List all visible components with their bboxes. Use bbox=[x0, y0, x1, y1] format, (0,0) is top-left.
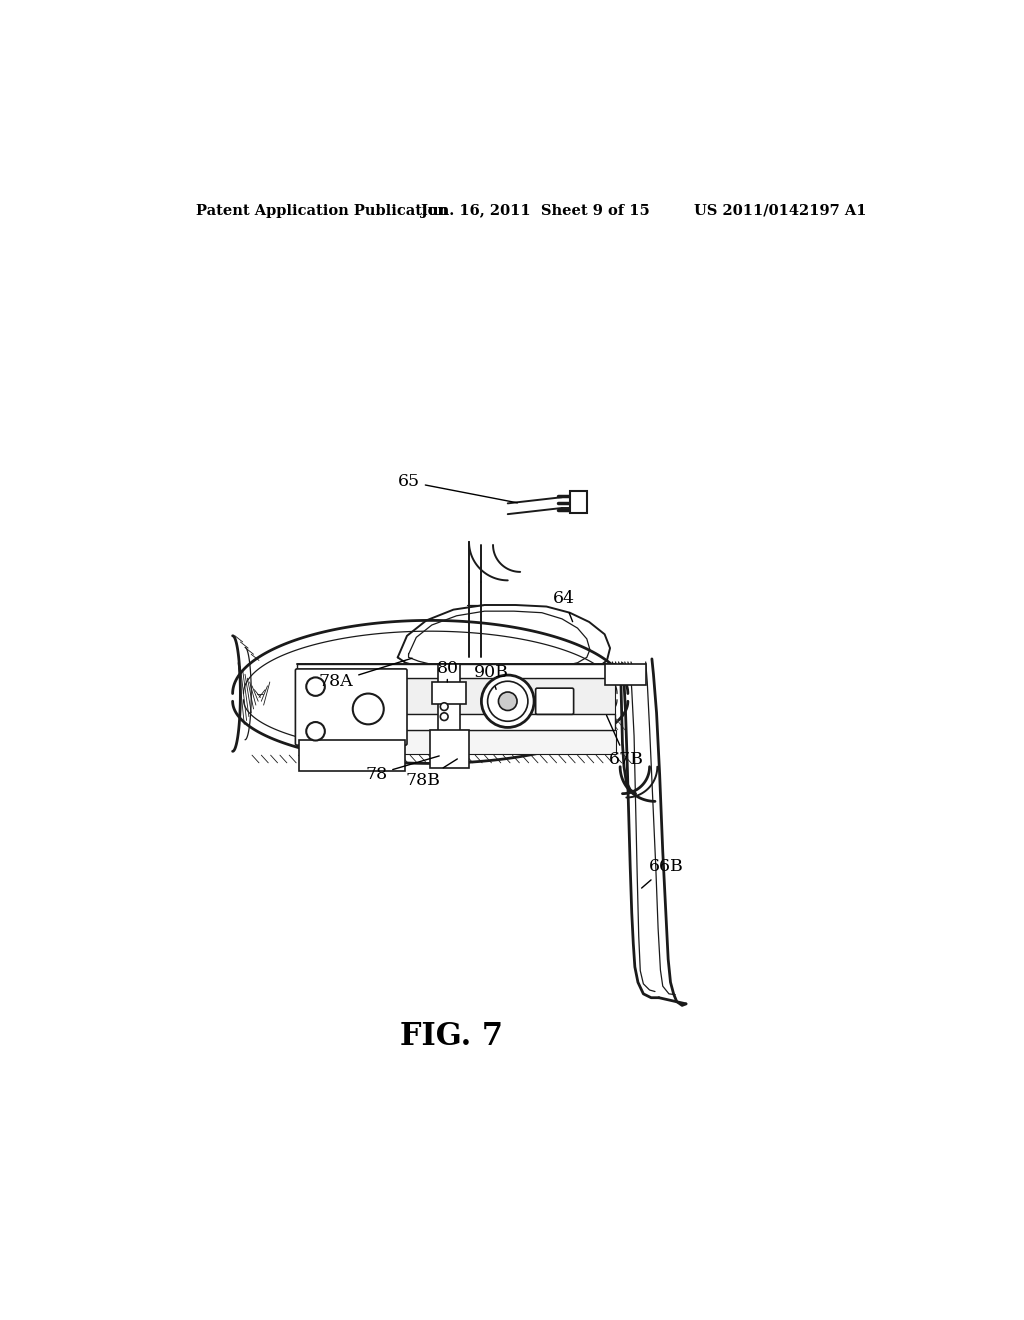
Text: Jun. 16, 2011  Sheet 9 of 15: Jun. 16, 2011 Sheet 9 of 15 bbox=[421, 203, 649, 218]
Circle shape bbox=[440, 702, 449, 710]
Circle shape bbox=[499, 692, 517, 710]
Circle shape bbox=[306, 722, 325, 741]
Bar bbox=[438, 664, 460, 756]
Text: 66B: 66B bbox=[642, 858, 684, 888]
Text: 80: 80 bbox=[436, 660, 459, 682]
Text: 64: 64 bbox=[553, 590, 574, 622]
Bar bbox=[337, 730, 616, 755]
Text: Patent Application Publication: Patent Application Publication bbox=[197, 203, 449, 218]
Text: 78A: 78A bbox=[318, 659, 412, 690]
Circle shape bbox=[440, 713, 449, 721]
Bar bbox=[299, 739, 406, 771]
Bar bbox=[297, 714, 614, 730]
Bar bbox=[430, 730, 469, 768]
FancyBboxPatch shape bbox=[295, 669, 407, 744]
Circle shape bbox=[306, 677, 325, 696]
Circle shape bbox=[352, 693, 384, 725]
Text: FIG. 7: FIG. 7 bbox=[400, 1020, 504, 1052]
Circle shape bbox=[481, 675, 535, 727]
Text: 78B: 78B bbox=[406, 759, 458, 789]
Bar bbox=[297, 678, 614, 714]
Bar bbox=[297, 664, 614, 678]
Bar bbox=[432, 682, 466, 704]
Text: 90B: 90B bbox=[474, 664, 509, 689]
FancyBboxPatch shape bbox=[536, 688, 573, 714]
Text: 78: 78 bbox=[366, 756, 439, 783]
Text: 67B: 67B bbox=[606, 715, 643, 767]
Bar bbox=[569, 491, 587, 512]
Circle shape bbox=[487, 681, 528, 721]
Bar bbox=[605, 664, 646, 685]
Text: US 2011/0142197 A1: US 2011/0142197 A1 bbox=[693, 203, 866, 218]
Text: 65: 65 bbox=[397, 474, 517, 503]
